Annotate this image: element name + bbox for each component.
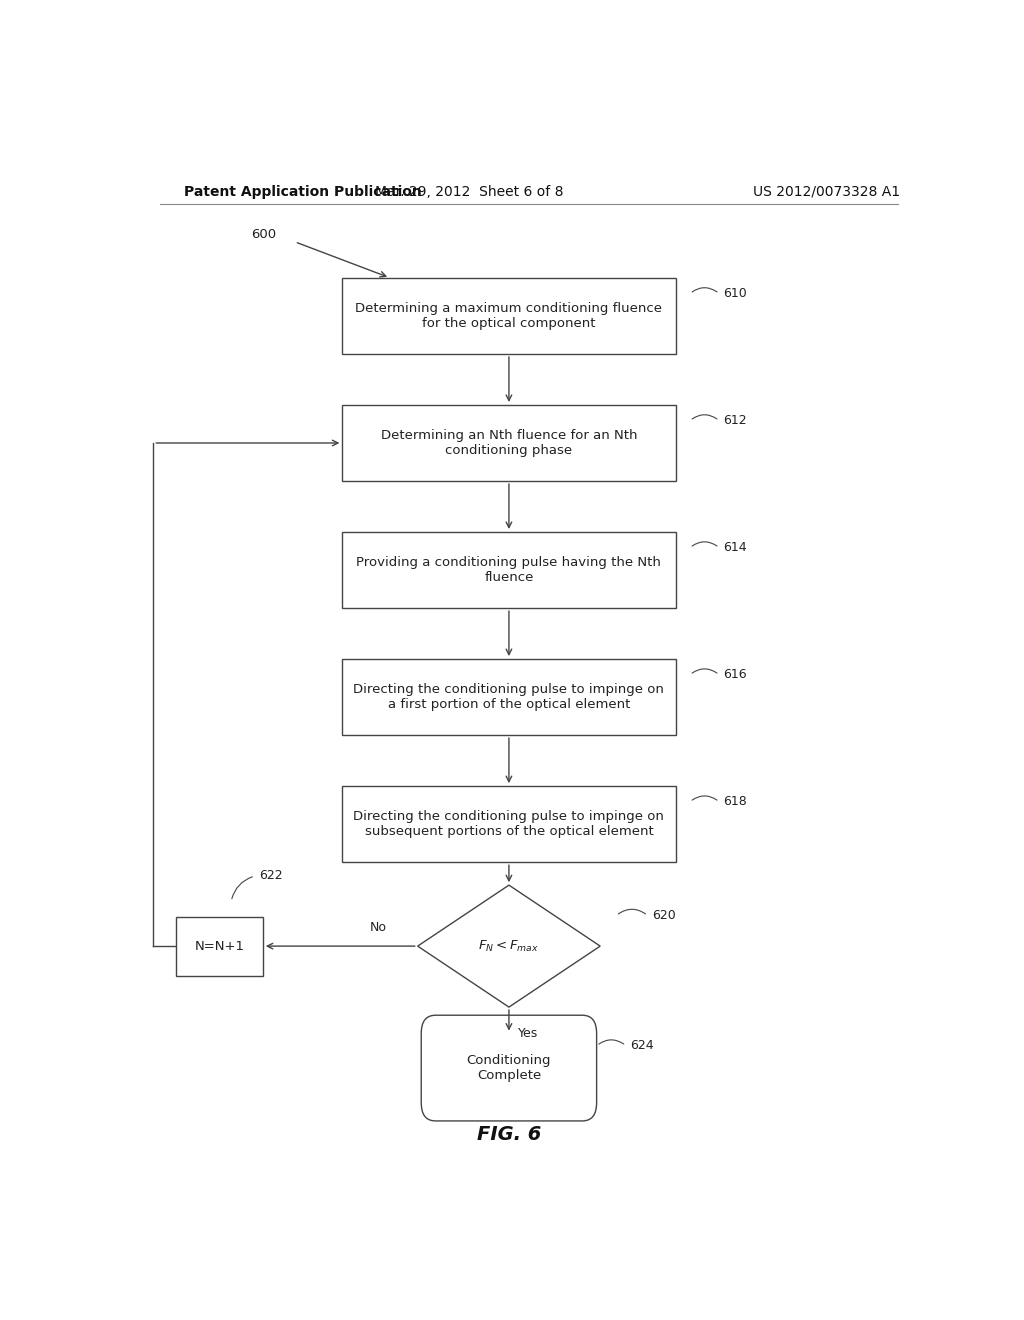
Text: 618: 618 [723, 795, 746, 808]
Text: N=N+1: N=N+1 [195, 940, 245, 953]
FancyBboxPatch shape [421, 1015, 597, 1121]
Text: No: No [370, 921, 387, 935]
Polygon shape [418, 886, 600, 1007]
Text: 612: 612 [723, 414, 746, 428]
Text: 614: 614 [723, 541, 746, 554]
Text: Directing the conditioning pulse to impinge on
a first portion of the optical el: Directing the conditioning pulse to impi… [353, 682, 665, 711]
FancyBboxPatch shape [342, 785, 676, 862]
Text: 600: 600 [251, 228, 276, 242]
FancyBboxPatch shape [176, 916, 263, 975]
FancyBboxPatch shape [342, 659, 676, 735]
Text: Determining a maximum conditioning fluence
for the optical component: Determining a maximum conditioning fluen… [355, 302, 663, 330]
Text: FIG. 6: FIG. 6 [477, 1125, 541, 1143]
Text: 624: 624 [630, 1039, 653, 1052]
FancyBboxPatch shape [342, 532, 676, 609]
Text: Directing the conditioning pulse to impinge on
subsequent portions of the optica: Directing the conditioning pulse to impi… [353, 810, 665, 838]
Text: US 2012/0073328 A1: US 2012/0073328 A1 [753, 185, 900, 199]
FancyBboxPatch shape [342, 405, 676, 480]
Text: Conditioning
Complete: Conditioning Complete [467, 1055, 551, 1082]
Text: Yes: Yes [518, 1027, 539, 1040]
Text: Patent Application Publication: Patent Application Publication [183, 185, 421, 199]
FancyBboxPatch shape [342, 277, 676, 354]
Text: 616: 616 [723, 668, 746, 681]
Text: $F_N < F_{max}$: $F_N < F_{max}$ [478, 939, 540, 953]
Text: 622: 622 [259, 870, 283, 883]
Text: Determining an Nth fluence for an Nth
conditioning phase: Determining an Nth fluence for an Nth co… [381, 429, 637, 457]
Text: Providing a conditioning pulse having the Nth
fluence: Providing a conditioning pulse having th… [356, 556, 662, 583]
Text: 610: 610 [723, 286, 746, 300]
Text: Mar. 29, 2012  Sheet 6 of 8: Mar. 29, 2012 Sheet 6 of 8 [375, 185, 563, 199]
Text: 620: 620 [651, 909, 676, 923]
